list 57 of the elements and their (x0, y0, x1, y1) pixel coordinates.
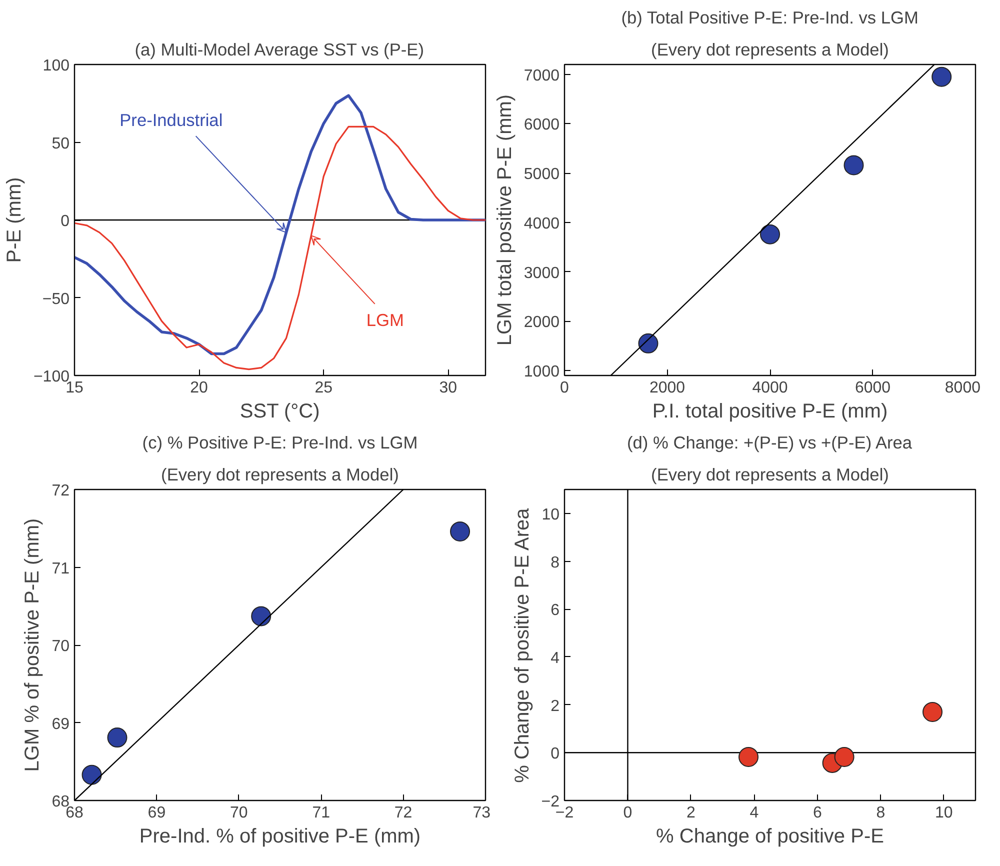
x-tick-label: 6000 (854, 380, 891, 396)
text: LGM (366, 310, 404, 330)
chart-title: (c) % Positive P-E: Pre-Ind. vs LGM (142, 432, 418, 452)
x-axis-title: SST (°C) (240, 400, 320, 422)
y-tick-label: 3000 (524, 264, 560, 282)
chart-subtitle: (Every dot represents a Model) (161, 464, 399, 484)
chart-title: (b) Total Positive P-E: Pre-Ind. vs LGM (621, 8, 918, 28)
text: Pre-Industrial (120, 110, 223, 130)
x-tick-label: 8000 (944, 380, 981, 396)
x-tick-label: 25 (314, 380, 333, 396)
x-tick-label: 6 (812, 804, 822, 822)
y-tick-label: 6000 (524, 116, 560, 134)
x-tick-label: 4 (750, 804, 759, 822)
y-tick-label: 2000 (524, 314, 560, 332)
x-tick-label: 2 (686, 804, 696, 822)
y-tick-label: 7000 (524, 67, 560, 84)
x-tick-label: 8 (876, 804, 886, 822)
y-axis-title: % Change of positive P-E Area (511, 507, 534, 783)
y-tick-label: 70 (52, 638, 70, 655)
y-tick-label: 6 (550, 602, 560, 620)
x-axis-title: % Change of positive P-E (656, 826, 884, 848)
y-tick-label: −50 (42, 290, 70, 308)
y-tick-label: 2 (550, 698, 560, 715)
y-tick-label: 5000 (524, 166, 560, 184)
x-tick-label: 69 (148, 804, 166, 822)
y-tick-label: 72 (52, 482, 70, 500)
y-tick-label: 10 (542, 506, 560, 524)
y-tick-label: 4000 (524, 215, 560, 232)
y-axis-title: P-E (mm) (3, 177, 26, 263)
chart-subtitle: (Every dot represents a Model) (651, 40, 889, 60)
y-tick-label: −2 (541, 794, 560, 810)
x-tick-label: 30 (439, 380, 458, 396)
chart-subtitle: (Every dot represents a Model) (651, 464, 889, 484)
y-axis-title: LGM % of positive P-E (mm) (22, 518, 44, 772)
x-tick-label: 20 (190, 380, 208, 396)
x-tick-label: 4000 (752, 380, 788, 396)
x-tick-label: 2000 (649, 380, 686, 396)
y-tick-label: 1000 (524, 364, 560, 381)
y-tick-label: 71 (52, 560, 70, 578)
y-tick-label: 8 (550, 554, 560, 572)
x-tick-label: 71 (312, 804, 330, 822)
y-tick-label: 4 (550, 650, 560, 667)
chart-title: (d) % Change: +(P-E) vs +(P-E) Area (626, 432, 912, 452)
y-tick-label: 0 (60, 213, 70, 230)
x-tick-label: 10 (934, 804, 953, 822)
x-tick-label: 70 (230, 804, 248, 822)
chart-title: (a) Multi-Model Average SST vs (P-E) (134, 40, 424, 60)
x-axis-title: P.I. total positive P-E (mm) (652, 400, 888, 422)
x-axis-title: Pre-Ind. % of positive P-E (mm) (139, 826, 421, 848)
y-tick-label: 69 (52, 716, 70, 733)
y-tick-label: 100 (42, 58, 70, 74)
x-tick-label: 73 (472, 804, 491, 822)
x-tick-label: 0 (623, 804, 632, 822)
y-tick-label: 0 (550, 746, 560, 763)
x-tick-label: 72 (394, 804, 412, 822)
y-axis-title: LGM total positive P-E (mm) (494, 94, 516, 346)
y-tick-label: 50 (52, 135, 70, 152)
